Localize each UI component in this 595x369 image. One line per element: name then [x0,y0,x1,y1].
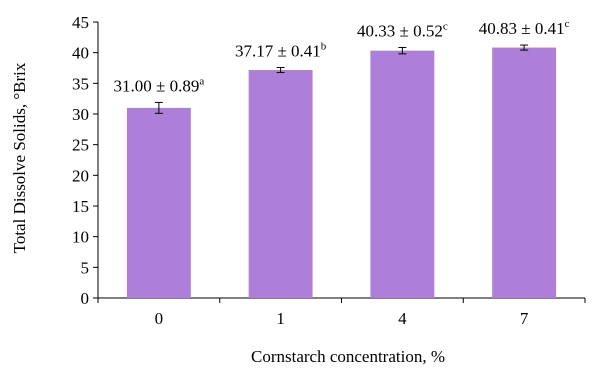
error-bar [154,101,163,114]
data-label-value: 37.17 ± 0.41 [235,42,321,61]
x-tick-label: 7 [520,309,529,328]
y-tick-label: 10 [72,228,89,247]
bars [126,47,557,298]
y-tick-label: 0 [81,289,90,308]
error-bar [520,44,529,51]
data-label-superscript: b [321,41,327,53]
data-label-value: 40.83 ± 0.41 [479,19,565,38]
x-tick-label: 0 [155,309,164,328]
bar [126,107,191,298]
data-label: 40.83 ± 0.41c [479,18,570,38]
data-label-value: 40.33 ± 0.52 [357,21,443,40]
y-tick-label: 40 [72,44,89,63]
bar [248,70,313,298]
y-axis: 0 5 10 15 20 25 30 35 40 45 [72,13,99,308]
data-label-superscript: c [565,18,570,30]
data-label-value: 31.00 ± 0.89 [114,76,200,95]
x-axis: 0 1 4 7 [97,297,586,328]
data-label-superscript: a [199,75,204,87]
y-axis-title: Total Dissolve Solids, °Brix [10,62,29,253]
y-tick-label: 25 [72,136,89,155]
data-label: 40.33 ± 0.52c [357,20,448,40]
x-tick-label: 1 [276,309,285,328]
x-tick-label: 4 [398,309,407,328]
bar [492,47,557,298]
error-bars [154,44,529,114]
y-tick-label: 45 [72,13,89,32]
bar [370,50,435,298]
y-tick-label: 5 [81,258,90,277]
x-axis-title: Cornstarch concentration, % [251,347,445,366]
y-tick-label: 20 [72,166,89,185]
data-label-superscript: c [443,20,448,32]
y-tick-label: 15 [72,197,89,216]
data-label: 37.17 ± 0.41b [235,41,327,61]
data-label: 31.00 ± 0.89a [114,75,205,95]
y-tick-label: 30 [72,105,89,124]
error-bar [276,67,285,74]
error-bar [398,46,407,55]
y-tick-label: 35 [72,74,89,93]
